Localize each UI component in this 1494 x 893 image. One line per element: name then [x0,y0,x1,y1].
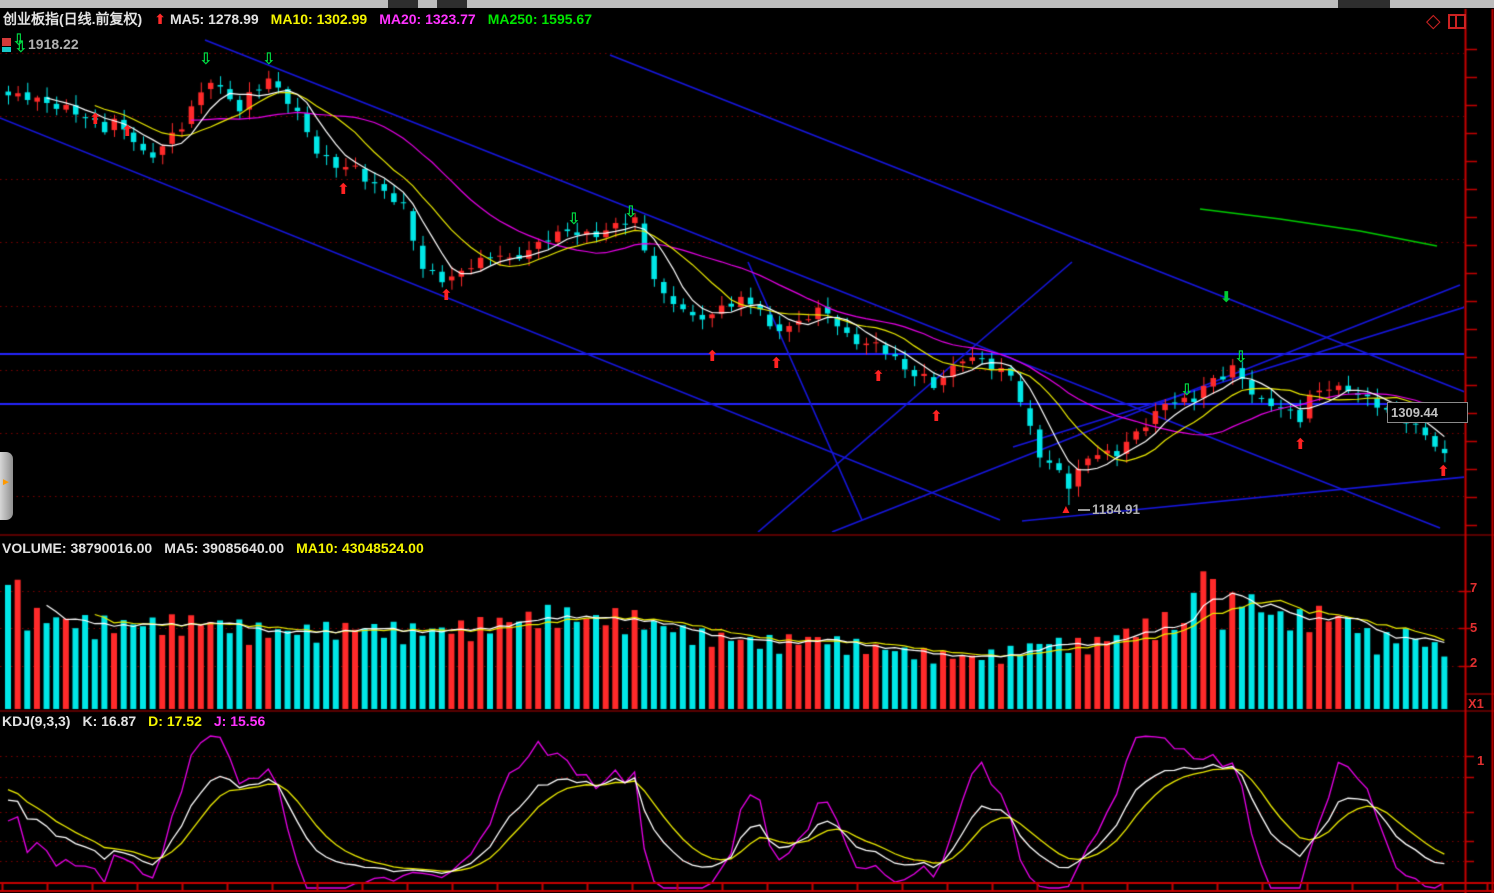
buy-signal-arrow: ⬆ [1294,436,1307,453]
sell-signal-arrow: ⇩ [567,211,581,228]
buy-signal-arrow: ⬆ [872,368,885,385]
volume-ma10-label: MA10: 43048524.00 [296,540,424,556]
window-top-strip [0,0,1494,8]
sell-signal-arrow: ⇩ [262,51,276,68]
buy-signal-arrow: ⬆ [337,181,350,198]
volume-unit-label: X1 [1468,696,1484,711]
ma20-label: MA20: 1323.77 [379,11,476,27]
ma250-label: MA250: 1595.67 [487,11,592,27]
volume-value-label: VOLUME: 38790016.00 [2,540,153,556]
sell-signal-arrow: ⇩ [12,32,26,49]
instrument-title: 创业板指(日线.前复权) [3,11,143,27]
diamond-tool-icon[interactable]: ◇ [1426,11,1441,32]
buy-signal-arrow: ⬆ [1437,463,1450,480]
ma10-label: MA10: 1302.99 [270,11,368,27]
low-point-marker: ▲ [1060,502,1072,516]
buy-signal-arrow: ⬆ [89,111,102,128]
sell-signal-arrow-filled: ⬇ [1220,289,1233,306]
low-price-label: 1184.91 [1078,502,1140,517]
sell-signal-arrow: ⇩ [199,51,213,68]
kdj-k-label: K: 16.87 [82,713,137,729]
buy-signal-arrow: ⬆ [706,348,719,365]
kdj-d-label: D: 17.52 [148,713,202,729]
toolbar-slot [437,0,467,8]
high-price-label: 1918.22 [28,36,79,52]
event-flag-icon [2,38,11,52]
kdj-j-label: J: 15.56 [213,713,266,729]
main-chart-header: 创业板指(日线.前复权) ⬆ MA5: 1278.99 MA10: 1302.9… [3,9,604,29]
volume-axis-label-500: 5 [1470,620,1478,635]
sell-signal-arrow: ⇩ [624,204,638,221]
volume-axis-label-750: 7 [1470,580,1478,595]
sell-signal-arrow: ⇩ [1180,382,1194,399]
sidebar-expand-tab[interactable]: ► [0,452,13,520]
buy-signal-arrow: ⬆ [930,408,943,425]
toolbar-slot [388,0,418,8]
split-window-icon[interactable] [1448,14,1466,29]
low-label-dash [1078,509,1090,512]
buy-signal-arrow: ⬆ [440,287,453,304]
up-arrow-icon: ⬆ [154,10,166,27]
volume-header: VOLUME: 38790016.00 MA5: 39085640.00 MA1… [2,540,436,556]
volume-ma5-label: MA5: 39085640.00 [164,540,285,556]
sell-signal-arrow: ⇩ [14,39,28,56]
buy-signal-arrow: ⬆ [121,123,134,140]
kdj-header: KDJ(9,3,3) K: 16.87 D: 17.52 J: 15.56 [2,713,277,729]
kdj-axis-label-100: 1 [1477,753,1485,768]
toolbar-slot [1338,0,1390,8]
volume-axis-label-250: 2 [1470,655,1478,670]
last-price-tag: 1309.44 [1387,402,1468,423]
expand-arrow-icon: ► [1,477,11,488]
buy-signal-arrow: ⬆ [770,355,783,372]
kdj-name-label: KDJ(9,3,3) [2,713,71,729]
sell-signal-arrow: ⇩ [1234,349,1248,366]
ma5-label: MA5: 1278.99 [169,11,259,27]
